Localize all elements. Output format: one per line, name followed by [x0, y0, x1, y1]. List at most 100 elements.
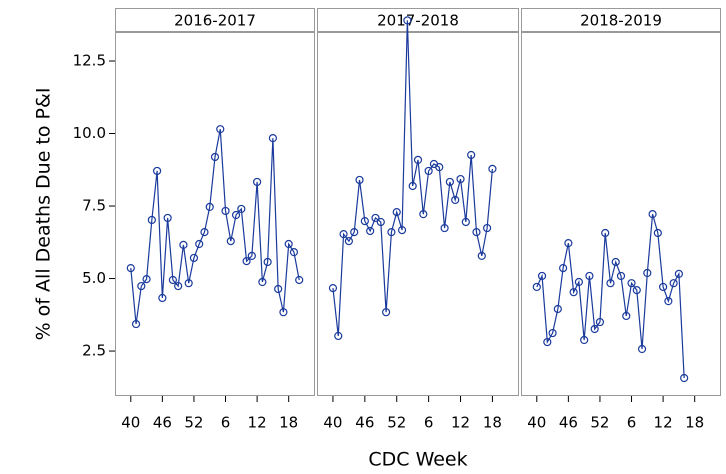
data-point: [648, 210, 657, 219]
data-point: [366, 226, 375, 236]
data-point: [664, 297, 673, 306]
data-point: [569, 288, 578, 297]
data-point: [606, 279, 615, 288]
data-point: [153, 166, 162, 176]
data-point: [637, 344, 647, 354]
data-point: [163, 213, 172, 223]
data-point: [360, 217, 369, 226]
data-point: [376, 217, 385, 227]
data-point: [289, 248, 299, 257]
data-point: [295, 275, 304, 285]
data-point: [226, 237, 235, 246]
series-line: [130, 129, 300, 325]
data-point: [131, 319, 141, 329]
x-axis-title: CDC Week: [368, 449, 467, 471]
data-point: [253, 177, 262, 187]
panel-frame: [115, 32, 315, 396]
data-point: [382, 308, 391, 317]
data-point: [451, 195, 460, 205]
data-point: [408, 181, 417, 191]
data-point: [184, 279, 193, 288]
data-point: [174, 281, 183, 291]
data-point: [543, 337, 552, 347]
x-tick-label: 12: [248, 414, 267, 432]
data-point: [659, 282, 668, 292]
x-tick-label: 52: [590, 414, 609, 432]
data-point: [339, 230, 348, 239]
data-point: [585, 271, 594, 281]
y-tick-label: 7.5: [82, 197, 106, 215]
data-point: [472, 228, 481, 237]
data-point: [553, 304, 562, 314]
data-point: [231, 210, 241, 220]
data-point: [622, 311, 631, 321]
data-point: [279, 308, 288, 317]
y-axis-title: % of All Deaths Due to P&I: [33, 88, 55, 341]
data-point: [627, 279, 636, 288]
x-tick-label: 18: [483, 414, 502, 432]
data-point: [669, 279, 678, 288]
data-point: [392, 208, 401, 217]
data-point: [350, 228, 359, 237]
data-point: [548, 328, 557, 338]
data-point: [653, 228, 662, 238]
data-point: [344, 237, 353, 246]
panel-title: 2017-2018: [377, 12, 459, 30]
data-point: [537, 271, 547, 281]
data-point: [435, 163, 444, 172]
data-point: [334, 331, 343, 341]
x-tick-label: 52: [387, 414, 406, 432]
x-tick-label: 40: [121, 414, 140, 432]
data-point: [247, 251, 256, 261]
y-tick-label: 2.5: [82, 342, 106, 360]
data-point: [216, 125, 225, 134]
data-point: [158, 293, 167, 303]
panel-frame: [521, 32, 721, 396]
x-tick-label: 6: [627, 414, 637, 432]
data-point: [221, 206, 230, 216]
x-tick-label: 12: [654, 414, 673, 432]
x-tick-label: 18: [279, 414, 298, 432]
x-tick-label: 40: [323, 414, 342, 432]
data-point: [643, 268, 652, 278]
data-point: [237, 204, 246, 214]
data-point: [483, 223, 492, 233]
data-point: [242, 257, 251, 266]
data-point: [419, 210, 428, 219]
data-point: [611, 257, 620, 267]
y-tick-label: 12.5: [73, 52, 106, 70]
panel-title: 2016-2017: [174, 12, 256, 30]
data-point: [258, 277, 267, 287]
panel-frame: [317, 32, 519, 396]
panel-header: [115, 8, 315, 32]
data-point: [397, 225, 407, 235]
data-point: [590, 324, 599, 334]
data-point: [440, 223, 449, 233]
data-point: [387, 228, 396, 237]
panel-header: [317, 8, 519, 32]
data-point: [580, 335, 589, 345]
data-point: [574, 277, 583, 287]
panel-title: 2018-2019: [580, 12, 662, 30]
x-tick-label: 46: [559, 414, 578, 432]
data-point: [371, 213, 380, 223]
data-point: [461, 217, 470, 227]
data-point: [559, 263, 568, 273]
x-tick-label: 40: [527, 414, 546, 432]
panel-header: [521, 8, 721, 32]
data-point: [355, 175, 364, 185]
data-point: [601, 228, 610, 238]
data-point: [168, 275, 177, 285]
data-point: [137, 281, 146, 291]
x-tick-label: 46: [355, 414, 374, 432]
data-point: [424, 166, 433, 176]
data-point: [595, 317, 605, 327]
data-point: [445, 177, 454, 187]
data-point: [205, 202, 214, 211]
data-point: [456, 174, 465, 184]
data-point: [189, 253, 199, 263]
data-point: [488, 164, 497, 173]
data-point: [616, 271, 626, 281]
x-tick-label: 46: [153, 414, 172, 432]
